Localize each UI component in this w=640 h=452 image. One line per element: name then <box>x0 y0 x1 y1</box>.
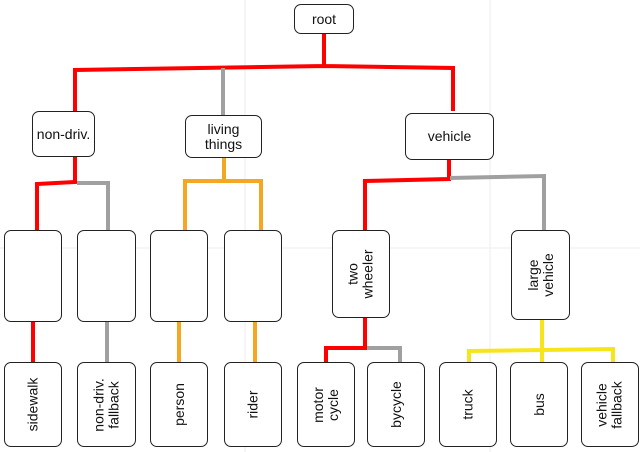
node-root: root <box>294 4 354 34</box>
node-empty-3 <box>150 230 208 322</box>
node-label: vehicle <box>427 128 472 144</box>
node-empty-1 <box>4 230 62 322</box>
edge-root-nondriv <box>73 34 455 111</box>
edge-vehicle-twowheeler <box>324 160 451 362</box>
node-motorcycle: motor cycle <box>297 362 355 447</box>
node-label: rider <box>244 390 261 419</box>
node-label: person <box>170 383 187 426</box>
node-living-things: living things <box>185 115 262 158</box>
node-bus: bus <box>510 362 568 447</box>
node-label: sidewalk <box>24 377 41 432</box>
node-vehicle-fallback: vehicle fallback <box>581 362 639 447</box>
node-non-driv-fallback: non-driv. fallback <box>77 362 136 447</box>
edge-large-children <box>467 320 615 362</box>
edge-vehicle-large <box>367 173 546 362</box>
edge-living-children <box>177 158 263 362</box>
node-sidewalk: sidewalk <box>4 362 62 447</box>
node-bycycle: bycycle <box>367 362 425 447</box>
node-person: person <box>150 362 208 447</box>
node-empty-2 <box>77 230 136 322</box>
node-label: root <box>311 10 337 27</box>
node-empty-4 <box>224 230 282 322</box>
node-non-driv: non-driv. <box>32 111 95 157</box>
node-vehicle: vehicle <box>405 113 494 160</box>
node-rider: rider <box>224 362 282 447</box>
node-label: large vehicle <box>524 253 556 297</box>
node-label: living things <box>204 120 243 152</box>
node-label: two wheeler <box>345 249 376 299</box>
edge-nondriv-fallback <box>77 181 110 362</box>
node-two-wheeler: two wheeler <box>332 230 390 318</box>
node-large-vehicle: large vehicle <box>511 230 570 320</box>
node-label: vehicle fallback <box>594 380 625 429</box>
node-label: motor cycle <box>309 386 341 423</box>
node-label: truck <box>459 389 476 420</box>
node-label: bycycle <box>387 381 404 428</box>
node-truck: truck <box>439 362 497 447</box>
node-label: non-driv. <box>36 125 91 142</box>
node-label: non-driv. fallback <box>90 377 122 432</box>
edge-nondriv-sidewalk <box>31 157 77 362</box>
node-label: bus <box>530 393 547 416</box>
